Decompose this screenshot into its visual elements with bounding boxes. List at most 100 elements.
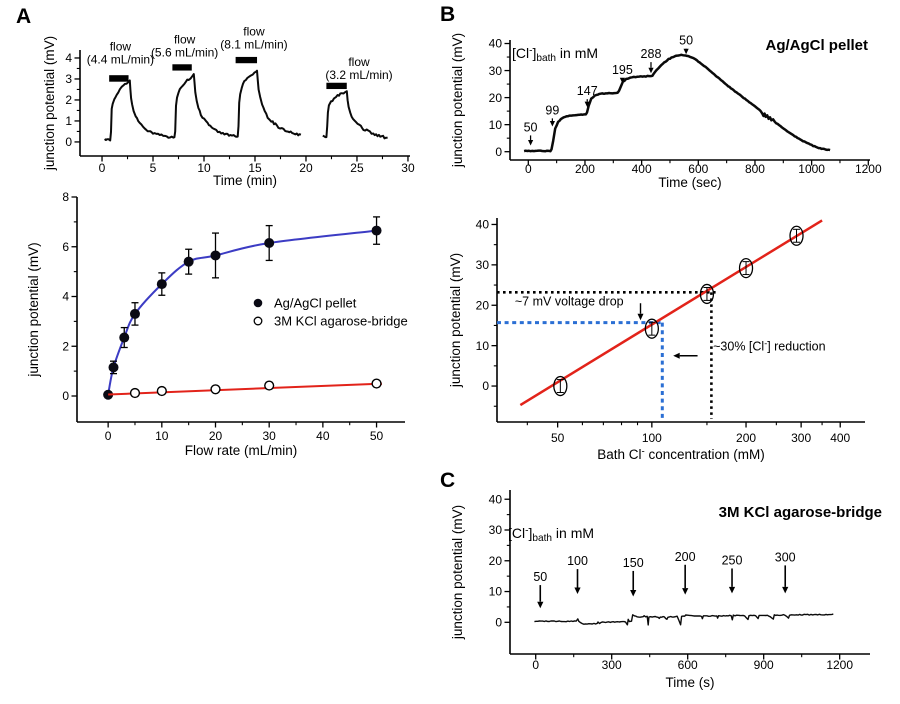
data-point-pellet — [129, 308, 140, 319]
arrow-head — [584, 101, 590, 108]
bath-concentration-label: [Cl-]bath in mM — [508, 525, 594, 544]
legend-marker-open — [253, 316, 263, 326]
chart-root: 50 100 200 300 400 0 10 20 30 40 Bath Cl- concentr… — [448, 218, 865, 462]
recording-trace — [523, 53, 831, 153]
concentration-step-label: 150 — [623, 556, 644, 570]
data-point-pellet — [210, 250, 221, 261]
x-tick-label: 25 — [350, 161, 364, 175]
x-tick-label: 15 — [248, 161, 262, 175]
x-tick-label: 40 — [316, 429, 330, 443]
chart-c-kcl-bridge-trace: 0 300 600 900 1200 0 10 20 30 40 Time (s) junction … — [450, 490, 882, 690]
concentration-step-label: 50 — [679, 34, 693, 48]
data-point-pellet — [119, 332, 130, 343]
arrow-head — [673, 352, 680, 359]
x-tick-label: 100 — [642, 431, 662, 445]
arrow-head — [630, 590, 637, 597]
flow-label-line1: flow — [174, 32, 196, 46]
data-point-pellet — [103, 389, 114, 400]
concentration-step-label: 100 — [567, 554, 588, 568]
data-point-ellipse — [789, 225, 804, 246]
x-tick-label: 200 — [575, 162, 595, 176]
y-tick-label: 2 — [65, 93, 72, 107]
arrow-head — [537, 601, 544, 609]
data-point-pellet — [108, 362, 119, 373]
panel-a-label: A — [16, 5, 32, 28]
chart-b-bottom-calibration: 50 100 200 300 400 0 10 20 30 40 Bath Cl- concentr… — [448, 218, 865, 462]
flow-bar — [326, 82, 347, 90]
x-tick-label: 20 — [299, 161, 313, 175]
flow-bar — [172, 64, 192, 71]
flow-bar — [235, 56, 258, 64]
concentration-step-label: 50 — [533, 570, 547, 584]
y-axis-label: junction potential (mV) — [450, 33, 465, 168]
y-tick-label: 40 — [476, 218, 490, 232]
y-axis-label: junction potential (mV) — [26, 242, 41, 377]
data-point-kcl — [264, 380, 275, 391]
data-point-pellet — [156, 279, 167, 290]
x-tick-label: 300 — [602, 658, 622, 672]
y-tick-label: 20 — [489, 554, 503, 568]
chart-title: 3M KCl agarose-bridge — [719, 504, 882, 521]
panel-c-label: C — [440, 469, 456, 492]
x-tick-label: 600 — [678, 658, 698, 672]
x-tick-label: 10 — [197, 161, 211, 175]
y-tick-label: 10 — [489, 118, 503, 132]
flow-label-line2: (3.2 mL/min) — [325, 68, 392, 82]
panel-b-label: B — [440, 3, 456, 26]
flow-label-line2: (5.6 mL/min) — [151, 45, 218, 59]
y-tick-label: 20 — [489, 91, 503, 105]
x-tick-label: 0 — [105, 429, 112, 443]
x-axis-label: Time (s) — [666, 675, 715, 690]
y-tick-label: 20 — [476, 298, 490, 312]
chloride-reduction-annotation: ~30% [Cl-] reduction — [713, 338, 825, 353]
arrow-head — [574, 587, 581, 594]
y-tick-label: 30 — [489, 523, 503, 537]
data-point-ellipse — [553, 375, 568, 397]
data-point-pellet — [183, 256, 194, 267]
y-tick-label: 40 — [489, 37, 503, 51]
x-tick-label: 200 — [736, 431, 756, 445]
chart-a-top-flow-pulses: 0 5 10 15 20 25 30 0 1 2 3 4 Time (min) junction pote… — [42, 24, 415, 188]
arrow-head — [782, 586, 789, 594]
y-tick-label: 40 — [489, 492, 503, 506]
concentration-step-label: 50 — [524, 120, 538, 134]
chart-root: 0 200 400 600 800 1000 1200 0 10 20 30 40 Time (sec)… — [450, 33, 882, 190]
nernst-fit-line — [519, 219, 823, 407]
x-tick-label: 600 — [688, 162, 708, 176]
chart-b-top-agagcl-steps: 0 200 400 600 800 1000 1200 0 10 20 30 40 Time (sec)… — [450, 33, 882, 190]
flow-label-line1: flow — [110, 40, 132, 54]
data-point-kcl — [156, 385, 167, 397]
x-tick-label: 50 — [551, 431, 565, 445]
arrow-head — [528, 140, 534, 146]
legend-label: Ag/AgCl pellet — [274, 296, 357, 311]
y-tick-label: 4 — [62, 290, 69, 304]
x-tick-label: 1200 — [826, 658, 853, 672]
arrow-head — [682, 588, 689, 595]
legend-label: 3M KCl agarose-bridge — [274, 314, 408, 329]
arrow-head — [648, 67, 654, 74]
flow-label-line2: (4.4 mL/min) — [87, 53, 154, 67]
concentration-step-label: 195 — [612, 63, 633, 77]
x-axis-label: Time (min) — [213, 173, 277, 188]
y-tick-label: 10 — [489, 585, 503, 599]
y-tick-label: 0 — [65, 135, 72, 149]
y-tick-label: 0 — [482, 379, 489, 393]
arrow-head — [683, 48, 689, 55]
concentration-step-label: 288 — [641, 47, 662, 61]
x-axis-label: Flow rate (mL/min) — [185, 443, 298, 458]
bath-concentration-label: [Cl-]bath in mM — [512, 45, 598, 64]
concentration-step-label: 300 — [775, 550, 796, 564]
x-tick-label: 20 — [209, 429, 223, 443]
y-axis-label: junction potential (mV) — [42, 36, 57, 171]
y-tick-label: 0 — [495, 616, 502, 630]
y-tick-label: 1 — [65, 114, 72, 128]
x-tick-label: 30 — [401, 161, 415, 175]
y-tick-label: 0 — [62, 389, 69, 403]
fit-line-kcl — [108, 382, 382, 396]
x-tick-label: 10 — [155, 429, 169, 443]
x-tick-label: 800 — [745, 162, 765, 176]
x-tick-label: 300 — [791, 431, 811, 445]
data-point-ellipse — [644, 318, 659, 339]
chart-root: 0 10 20 30 40 50 0 2 4 6 8 Flow rate (mL/min) juncti… — [26, 190, 408, 458]
